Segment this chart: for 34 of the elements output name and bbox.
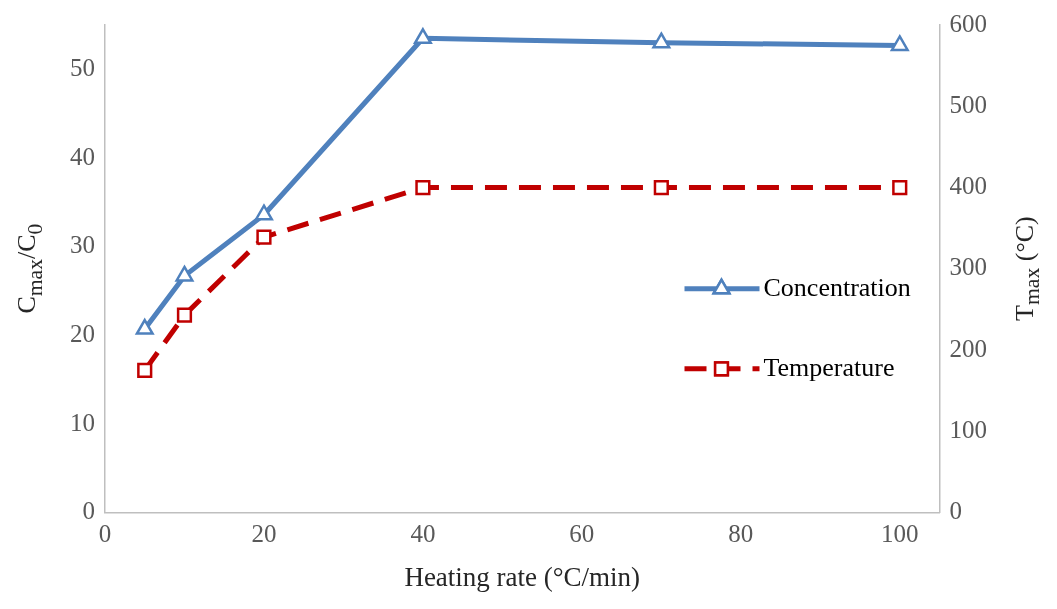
x-axis-title: Heating rate (°C/min) xyxy=(404,561,641,592)
x-tick-label: 20 xyxy=(251,520,277,548)
point xyxy=(415,179,431,196)
point xyxy=(890,35,909,52)
x-tick-label: 80 xyxy=(728,520,754,548)
y2-tick-label: 0 xyxy=(949,497,962,525)
y-tick-label: 30 xyxy=(70,231,95,259)
y-tick-label: 20 xyxy=(70,319,95,347)
y-tick-label: 40 xyxy=(70,142,95,170)
point xyxy=(892,179,908,196)
point xyxy=(652,32,671,49)
y2-tick-label: 400 xyxy=(949,172,987,200)
point xyxy=(135,318,154,335)
y2-tick-label: 100 xyxy=(949,415,987,443)
legend-label: Temperature xyxy=(763,352,895,382)
x-tick-label: 100 xyxy=(881,520,919,548)
y-tick-label: 50 xyxy=(70,53,95,81)
y2-tick-label: 600 xyxy=(949,9,987,37)
y2-tick-label: 300 xyxy=(949,253,987,281)
point xyxy=(256,229,272,245)
x-tick-label: 40 xyxy=(410,520,436,548)
x-tick-label: 60 xyxy=(569,520,595,548)
y2-tick-label: 200 xyxy=(949,334,987,362)
y2-tick-label: 500 xyxy=(949,90,987,118)
point xyxy=(413,28,432,45)
x-tick-label: 0 xyxy=(98,520,112,548)
point xyxy=(653,179,669,196)
legend-label: Concentration xyxy=(763,272,911,302)
y-tick-label: 10 xyxy=(70,408,95,436)
point xyxy=(137,362,153,378)
point xyxy=(254,204,273,221)
point xyxy=(175,265,194,282)
point xyxy=(176,307,193,323)
y-tick-label: 0 xyxy=(82,497,95,525)
